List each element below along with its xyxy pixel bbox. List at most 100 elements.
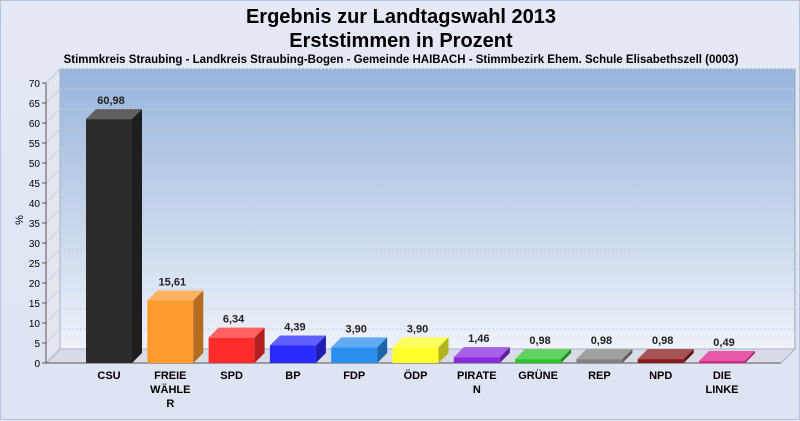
data-label: 0,98 bbox=[529, 335, 550, 347]
bar-front bbox=[392, 347, 439, 363]
gridline-side bbox=[45, 308, 61, 324]
bar-front bbox=[331, 347, 378, 363]
category-label: REP bbox=[588, 370, 611, 382]
bar-top bbox=[269, 335, 326, 346]
gridline-side bbox=[45, 208, 61, 224]
y-tick-label: 25 bbox=[29, 259, 41, 270]
bar-top bbox=[637, 349, 694, 360]
bar-top bbox=[147, 290, 204, 301]
data-label: 4,39 bbox=[284, 321, 305, 333]
gridline-side bbox=[45, 108, 61, 124]
gridline-side bbox=[45, 168, 61, 184]
y-tick-label: 0 bbox=[34, 359, 40, 370]
bar-top bbox=[515, 349, 572, 360]
y-tick-label: 60 bbox=[29, 119, 41, 130]
y-tick-label: 10 bbox=[29, 319, 41, 330]
bar-side bbox=[132, 109, 142, 363]
bar-4 bbox=[331, 337, 388, 363]
data-label: 3,90 bbox=[407, 323, 428, 335]
bar-top bbox=[208, 327, 265, 338]
bar-10 bbox=[699, 351, 755, 363]
data-label: 0,98 bbox=[591, 335, 612, 347]
bar-2 bbox=[208, 327, 265, 363]
bar-front bbox=[515, 359, 562, 363]
bar-top bbox=[86, 109, 142, 120]
bar-front bbox=[637, 359, 684, 363]
bar-top bbox=[699, 351, 755, 362]
data-label: 0,98 bbox=[652, 335, 673, 347]
bar-side bbox=[315, 335, 326, 363]
chart-caption: Stimmkreis Straubing - Landkreis Straubi… bbox=[63, 54, 739, 66]
bar-top bbox=[453, 347, 510, 358]
category-label: GRÜNE bbox=[518, 369, 558, 382]
y-tick-label: 55 bbox=[29, 139, 41, 150]
y-tick-label: 15 bbox=[29, 299, 41, 310]
bar-side bbox=[683, 349, 694, 363]
data-label: 1,46 bbox=[468, 333, 489, 345]
bar-3 bbox=[269, 335, 326, 363]
y-tick-label: 5 bbox=[34, 339, 40, 350]
y-tick-label: 45 bbox=[29, 179, 41, 190]
category-label: BP bbox=[285, 370, 300, 382]
category-label: CSU bbox=[97, 370, 120, 382]
bar-front bbox=[208, 337, 255, 363]
y-tick-label: 35 bbox=[29, 219, 41, 230]
bar-6 bbox=[453, 347, 510, 363]
data-label: 60,98 bbox=[97, 95, 125, 107]
bar-side bbox=[377, 337, 388, 363]
category-label: ÖDP bbox=[404, 369, 428, 382]
gridline-side bbox=[45, 188, 61, 204]
bar-side bbox=[499, 347, 510, 363]
data-label: 0,49 bbox=[713, 337, 734, 349]
y-tick-label: 20 bbox=[29, 279, 41, 290]
bar-side bbox=[438, 337, 449, 363]
gridline-side bbox=[45, 228, 61, 244]
bar-front bbox=[453, 357, 500, 363]
bar-front bbox=[269, 345, 316, 363]
bar-1 bbox=[147, 290, 204, 363]
y-tick-label: 40 bbox=[29, 199, 41, 210]
category-label: FREIE WÄHLE R bbox=[150, 370, 190, 410]
bar-front bbox=[147, 300, 194, 363]
gridline-side bbox=[45, 68, 61, 84]
y-axis-label: % bbox=[14, 215, 26, 225]
bar-side bbox=[561, 349, 572, 363]
data-label: 15,61 bbox=[159, 277, 187, 289]
category-label: SPD bbox=[220, 370, 243, 382]
bar-side bbox=[622, 349, 633, 363]
chart-title-line-1: Ergebnis zur Landtagswahl 2013 bbox=[245, 6, 557, 28]
bar-5 bbox=[392, 337, 449, 363]
gridline-side bbox=[45, 328, 61, 344]
bar-front bbox=[576, 359, 623, 363]
gridline-side bbox=[45, 288, 61, 304]
bar-front bbox=[86, 119, 132, 363]
category-label: NPD bbox=[649, 370, 672, 382]
bar-7 bbox=[515, 349, 572, 363]
y-tick-label: 70 bbox=[29, 79, 41, 90]
category-label: PIRATE N bbox=[457, 370, 497, 396]
bar-side bbox=[254, 327, 265, 363]
gridline-side bbox=[45, 148, 61, 164]
y-tick-label: 50 bbox=[29, 159, 41, 170]
data-label: 3,90 bbox=[345, 323, 366, 335]
y-tick-label: 30 bbox=[29, 239, 41, 250]
bar-front bbox=[699, 361, 745, 363]
bar-0 bbox=[86, 109, 142, 363]
bar-side bbox=[745, 351, 755, 363]
data-label: 6,34 bbox=[223, 314, 245, 326]
bar-9 bbox=[637, 349, 694, 363]
bar-top bbox=[331, 337, 388, 348]
bar-side bbox=[193, 290, 204, 363]
y-tick-label: 65 bbox=[29, 99, 41, 110]
bar-top bbox=[576, 349, 633, 360]
bar-top bbox=[392, 337, 449, 348]
gridline-side bbox=[45, 268, 61, 284]
gridline-side bbox=[45, 128, 61, 144]
chart-title-line-2: Erststimmen in Prozent bbox=[289, 30, 513, 52]
bar-8 bbox=[576, 349, 633, 363]
gridline-side bbox=[45, 248, 61, 264]
category-label: FDP bbox=[343, 370, 365, 382]
gridline-side bbox=[45, 88, 61, 104]
